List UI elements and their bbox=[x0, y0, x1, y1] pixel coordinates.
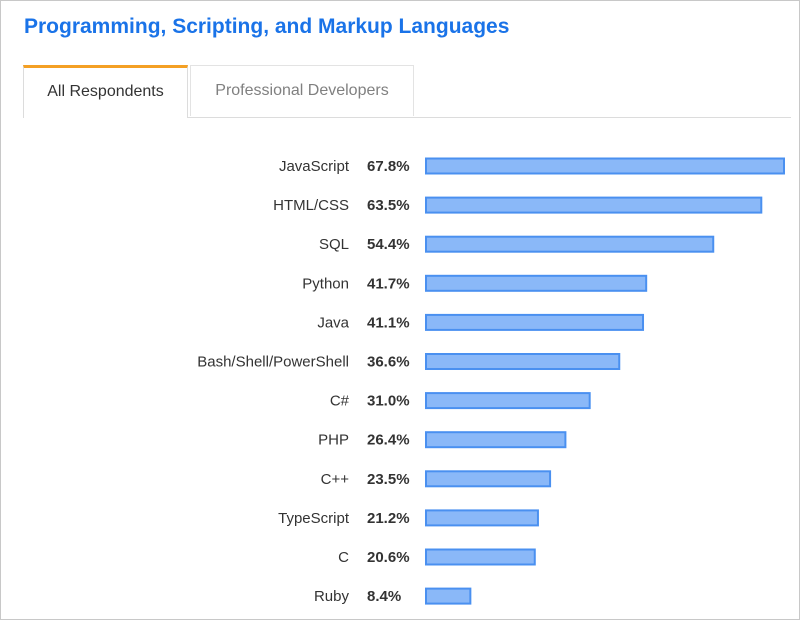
category-label: C bbox=[338, 549, 349, 566]
category-label: TypeScript bbox=[278, 510, 350, 527]
value-label: 41.7% bbox=[367, 275, 410, 292]
chart-title: Programming, Scripting, and Markup Langu… bbox=[24, 15, 510, 38]
category-label: Bash/Shell/PowerShell bbox=[197, 354, 349, 371]
bar bbox=[425, 509, 539, 527]
tab-all-respondents[interactable]: All Respondents bbox=[23, 65, 188, 118]
category-label: PHP bbox=[318, 432, 349, 449]
value-label: 31.0% bbox=[367, 393, 410, 410]
bar bbox=[425, 353, 621, 370]
category-label: SQL bbox=[319, 236, 349, 253]
bar bbox=[425, 548, 536, 566]
bar bbox=[425, 235, 715, 253]
category-label: C# bbox=[330, 393, 350, 410]
category-label: C++ bbox=[321, 471, 350, 488]
bar bbox=[425, 431, 567, 449]
value-label: 41.1% bbox=[367, 314, 410, 331]
value-label: 36.6% bbox=[367, 354, 410, 371]
category-label: HTML/CSS bbox=[273, 197, 349, 214]
bar bbox=[425, 587, 472, 605]
tab-bar: All Respondents Professional Developers bbox=[23, 65, 791, 118]
bar bbox=[425, 274, 648, 292]
value-label: 67.8% bbox=[367, 158, 410, 175]
bar bbox=[425, 470, 552, 488]
category-label: Python bbox=[302, 275, 349, 292]
value-label: 23.5% bbox=[367, 471, 410, 488]
category-label: Ruby bbox=[314, 588, 350, 605]
value-label: 63.5% bbox=[367, 197, 410, 214]
bar bbox=[425, 313, 645, 331]
value-label: 54.4% bbox=[367, 236, 410, 253]
category-label: Java bbox=[317, 314, 349, 331]
category-label: JavaScript bbox=[279, 158, 350, 175]
value-label: 20.6% bbox=[367, 549, 410, 566]
bar bbox=[425, 196, 763, 214]
value-label: 8.4% bbox=[367, 588, 401, 605]
bar bbox=[425, 392, 591, 410]
value-label: 21.2% bbox=[367, 510, 410, 527]
value-label: 26.4% bbox=[367, 432, 410, 449]
tab-professional-developers[interactable]: Professional Developers bbox=[190, 65, 414, 116]
bar bbox=[425, 157, 785, 175]
